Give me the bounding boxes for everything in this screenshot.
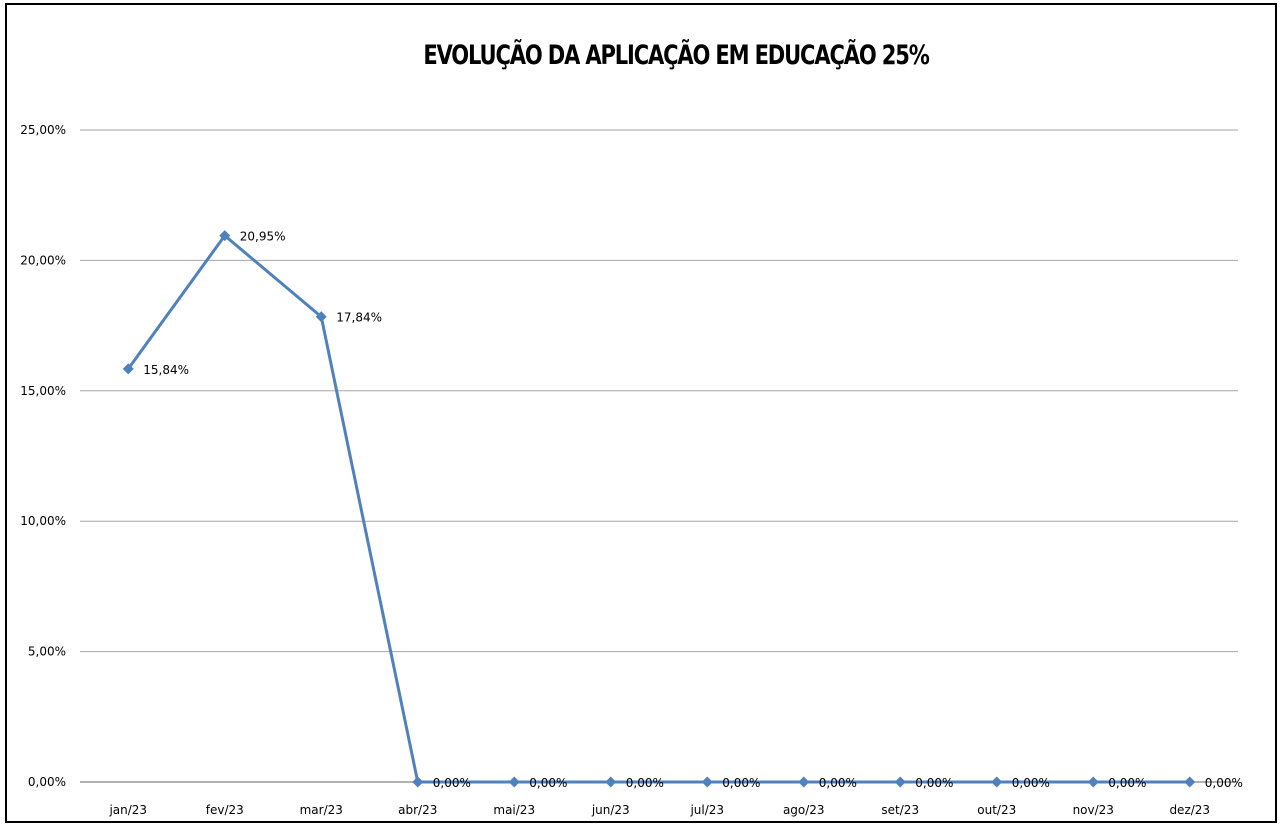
data-point-marker [122, 363, 134, 375]
data-point-marker [508, 776, 520, 788]
x-tick-label: fev/23 [206, 803, 244, 817]
x-tick-label: out/23 [977, 803, 1016, 817]
data-label: 20,95% [240, 230, 286, 244]
data-point-marker [219, 230, 231, 242]
data-label: 0,00% [1108, 776, 1146, 790]
gridlines [80, 129, 1238, 783]
data-label: 0,00% [433, 776, 471, 790]
x-tick-label: jun/23 [591, 803, 630, 817]
y-tick-label: 0,00% [28, 775, 66, 789]
chart-frame [5, 3, 1277, 823]
x-axis-tick-labels: jan/23 fev/23 mar/23 abr/23 mai/23 jun/23 jul/… [108, 803, 1210, 817]
x-tick-label: ago/23 [783, 803, 825, 817]
y-tick-label: 25,00% [20, 123, 66, 137]
data-point-marker [315, 311, 327, 323]
y-tick-label: 20,00% [20, 253, 66, 267]
x-tick-label: mai/23 [493, 803, 535, 817]
data-point-marker [991, 776, 1003, 788]
data-point-marker [894, 776, 906, 788]
data-label: 0,00% [529, 776, 567, 790]
x-tick-label: nov/23 [1073, 803, 1114, 817]
x-tick-label: set/23 [881, 803, 919, 817]
series-line-path [127, 234, 1190, 784]
data-label: 17,84% [336, 311, 382, 325]
x-tick-label: dez/23 [1169, 803, 1210, 817]
data-point-marker [1184, 776, 1196, 788]
series-markers [122, 230, 1196, 788]
data-label: 0,00% [626, 776, 664, 790]
y-tick-label: 10,00% [20, 514, 66, 528]
y-tick-label: 5,00% [28, 645, 66, 659]
series-line [127, 234, 1190, 784]
data-point-marker [701, 776, 713, 788]
data-label: 0,00% [819, 776, 857, 790]
x-tick-label: mar/23 [300, 803, 343, 817]
data-point-marker [1087, 776, 1099, 788]
y-axis-tick-labels: 0,00% 5,00% 10,00% 15,00% 20,00% 25,00% [20, 123, 66, 789]
data-point-marker [412, 776, 424, 788]
chart-title: EVOLUÇÃO DA APLICAÇÃO EM EDUCAÇÃO 25% [423, 40, 930, 71]
series-data-labels: 15,84% 20,95% 17,84% 0,00% 0,00% 0,00% 0,00% 0,… [143, 230, 1243, 790]
x-tick-label: jul/23 [689, 803, 724, 817]
data-label: 0,00% [722, 776, 760, 790]
data-label: 0,00% [915, 776, 953, 790]
data-label: 15,84% [143, 363, 189, 377]
data-point-marker [605, 776, 617, 788]
x-tick-label: jan/23 [108, 803, 147, 817]
data-label: 0,00% [1012, 776, 1050, 790]
data-label: 0,00% [1205, 776, 1243, 790]
x-tick-label: abr/23 [398, 803, 437, 817]
data-point-marker [798, 776, 810, 788]
y-tick-label: 15,00% [20, 384, 66, 398]
